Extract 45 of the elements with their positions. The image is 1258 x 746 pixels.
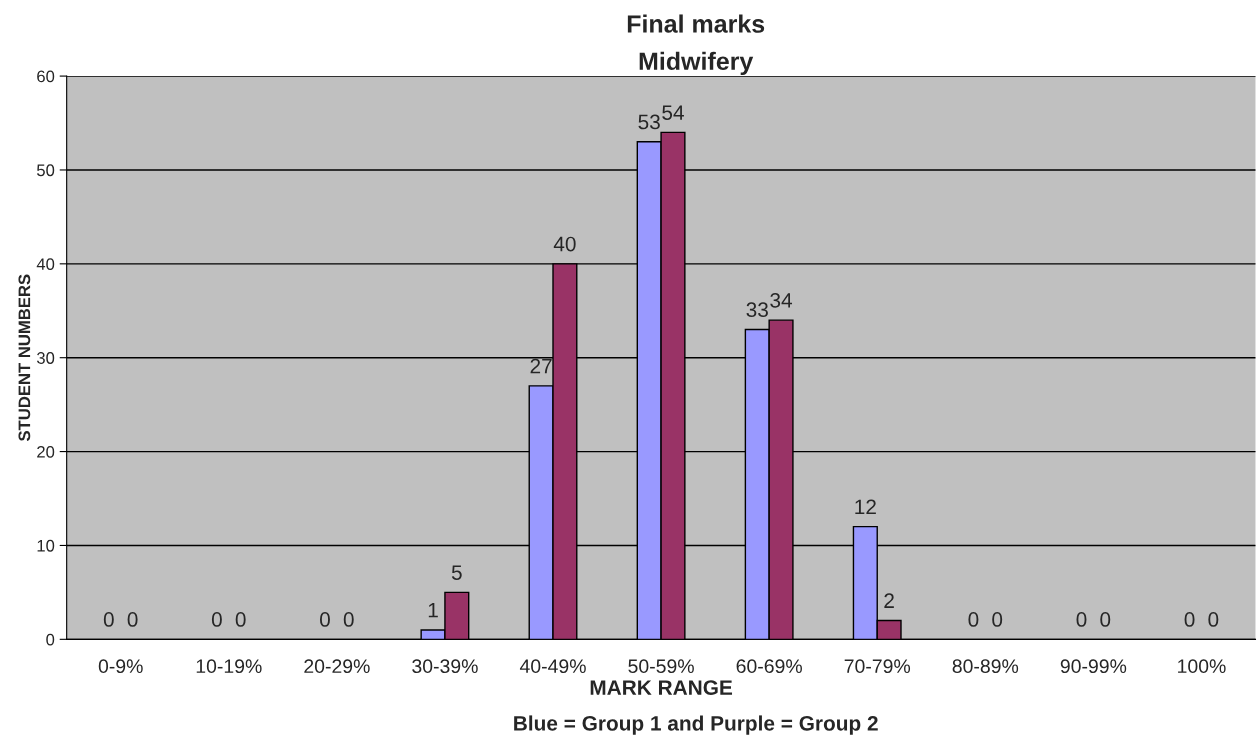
data-label: 0 xyxy=(968,612,979,627)
x-tick-label: 80-89% xyxy=(952,659,1019,674)
chart-title: Final marks xyxy=(627,14,765,33)
data-label: 0 xyxy=(211,612,222,627)
data-label: 0 xyxy=(343,612,354,627)
data-label: 53 xyxy=(638,114,660,130)
data-label: 0 xyxy=(235,612,246,627)
x-tick-label: 0-9% xyxy=(98,659,143,674)
data-label: 40 xyxy=(553,236,576,252)
data-label: 27 xyxy=(530,358,552,374)
x-tick-label: 50-59% xyxy=(628,659,694,674)
y-tick-label: 50 xyxy=(37,164,55,177)
y-axis-title: STUDENT NUMBERS xyxy=(18,274,31,442)
data-label: 0 xyxy=(127,612,138,627)
y-tick-label: 20 xyxy=(37,445,55,458)
chart-subtitle: Midwifery xyxy=(639,51,754,76)
data-label: 12 xyxy=(855,499,876,515)
data-label: 5 xyxy=(451,565,462,580)
data-label: 1 xyxy=(428,602,438,618)
x-axis-title: MARK RANGE xyxy=(590,680,733,695)
x-tick-label: 30-39% xyxy=(412,659,478,674)
x-tick-label: 10-19% xyxy=(196,659,262,674)
data-label: 0 xyxy=(103,612,114,627)
data-label: 0 xyxy=(1208,612,1219,627)
x-tick-label: 100% xyxy=(1178,659,1226,674)
x-tick-label: 60-69% xyxy=(736,659,802,674)
data-label: 54 xyxy=(662,105,684,120)
x-tick-label: 90-99% xyxy=(1060,659,1127,674)
y-tick-label: 40 xyxy=(36,258,55,271)
y-tick-label: 10 xyxy=(37,539,55,552)
x-tick-label: 70-79% xyxy=(844,659,911,674)
y-tick-label: 30 xyxy=(36,352,55,364)
text: Blue = Group 1 and Purple = Group 2 xyxy=(514,715,878,735)
y-tick-label: 60 xyxy=(37,70,55,83)
data-label: 33 xyxy=(746,302,768,318)
data-label: 0 xyxy=(319,612,330,627)
data-label: 0 xyxy=(1076,612,1087,627)
x-tick-label: 40-49% xyxy=(519,659,586,674)
x-tick-label: 20-29% xyxy=(304,659,370,674)
data-label: 34 xyxy=(770,292,793,308)
data-label: 2 xyxy=(884,593,894,608)
data-label: 0 xyxy=(1184,612,1195,627)
data-label: 0 xyxy=(992,612,1003,627)
y-tick-label: 0 xyxy=(46,633,55,646)
data-label: 0 xyxy=(1100,612,1111,627)
